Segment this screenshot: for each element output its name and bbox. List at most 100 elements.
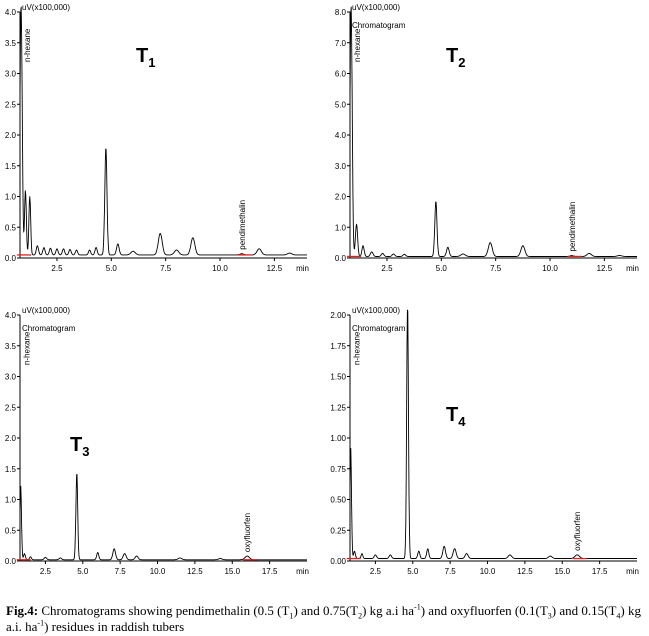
caption-label: Fig.4: — [6, 603, 39, 618]
y-tick-label: 0.0 — [5, 254, 17, 263]
chromatogram-svg: 0.00 0.25 0.50 0.75 1.00 1.25 1.50 1.75 2.00 2.5 5… — [330, 306, 639, 576]
treatment-letter: T — [446, 404, 458, 426]
chromatogram-label: Chromatogram — [352, 324, 406, 333]
peak-label: oxyfluorfen — [243, 513, 252, 552]
treatment-label: T2 — [446, 45, 465, 70]
y-axis-unit: uV(x100,000) — [22, 3, 70, 12]
peak-label: n-hexane — [23, 331, 32, 365]
y-tick-label: 3.0 — [5, 70, 17, 79]
caption-text-6: ) kg a.i. ha — [6, 603, 642, 634]
treatment-letter: T — [136, 45, 148, 67]
caption-text-1: Chromatograms showing pendimethalin (0.5… — [38, 603, 290, 618]
peak-label: pendimethalin — [568, 202, 577, 252]
x-tick-label: 7.5 — [115, 567, 127, 576]
x-tick-label: 10.0 — [542, 264, 558, 273]
y-tick-label: 1.00 — [330, 434, 346, 443]
treatment-label: T1 — [136, 45, 155, 70]
peak-label: n-hexane — [353, 28, 362, 62]
x-tick-label: 2.5 — [40, 567, 52, 576]
y-tick-label: 8.0 — [335, 8, 347, 17]
x-tick-label: 15.0 — [554, 567, 570, 576]
treatment-subscript: 4 — [458, 414, 466, 429]
y-tick-label: 1.5 — [5, 162, 17, 171]
chromatogram-label: Chromatogram — [22, 324, 76, 333]
chromatogram-trace — [19, 473, 308, 561]
y-tick-label: 1.25 — [330, 403, 346, 412]
y-tick-label: 2.0 — [335, 193, 347, 202]
x-tick-label: 12.5 — [267, 264, 283, 273]
x-tick-label: 7.5 — [490, 264, 502, 273]
caption-text-2: ) and 0.75(T — [293, 603, 359, 618]
x-tick-label: 15.0 — [224, 567, 240, 576]
y-tick-label: 2.5 — [5, 100, 17, 109]
y-tick-label: 3.0 — [335, 162, 347, 171]
y-tick-label: 0.5 — [5, 526, 17, 535]
treatment-label: T3 — [70, 434, 89, 459]
y-tick-label: 0.5 — [5, 223, 17, 232]
y-tick-label: 4.0 — [335, 131, 347, 140]
y-tick-label: 0.0 — [5, 557, 17, 566]
x-tick-label: 7.5 — [160, 264, 172, 273]
chromatogram-label: Chromatogram — [352, 21, 406, 30]
chromatogram-svg: 0.0 0.5 1.0 1.5 2.0 2.5 3.0 3.5 4.0 2.5 5.0 7.5 10.0… — [5, 3, 309, 273]
x-axis-unit: min — [626, 567, 639, 576]
x-axis-unit: min — [296, 264, 309, 273]
x-tick-label: 5.0 — [106, 264, 118, 273]
treatment-letter: T — [70, 434, 82, 456]
y-tick-label: 1.0 — [5, 496, 17, 505]
treatment-letter: T — [446, 45, 458, 67]
y-tick-label: 0.0 — [335, 254, 347, 263]
y-tick-label: 3.0 — [5, 373, 17, 382]
y-tick-label: 2.5 — [5, 403, 17, 412]
chromatogram-svg: 0.0 0.5 1.0 1.5 2.0 2.5 3.0 3.5 4.0 2.5 5.0 7.5 10.0… — [5, 306, 309, 576]
chromatogram-panel-t2: 0.0 1.0 2.0 3.0 4.0 5.0 6.0 7.0 8.0 2.5 5.0 7.5 10.0… — [330, 0, 649, 300]
y-tick-label: 0.25 — [330, 526, 346, 535]
caption-sup-2: -1 — [37, 618, 45, 628]
x-tick-label: 17.5 — [592, 567, 608, 576]
chromatogram-trace — [19, 6, 308, 256]
y-axis-unit: uV(x100,000) — [352, 306, 400, 315]
treatment-subscript: 3 — [82, 444, 89, 459]
x-tick-label: 7.5 — [445, 567, 457, 576]
x-tick-label: 5.0 — [436, 264, 448, 273]
treatment-label: T4 — [446, 404, 466, 429]
peak-label: n-hexane — [353, 331, 362, 365]
chromatogram-panel-t3: 0.0 0.5 1.0 1.5 2.0 2.5 3.0 3.5 4.0 2.5 5.0 7.5 10.0… — [0, 303, 319, 603]
y-tick-label: 1.50 — [330, 373, 346, 382]
y-tick-label: 2.00 — [330, 311, 346, 320]
chromatogram-svg: 0.0 1.0 2.0 3.0 4.0 5.0 6.0 7.0 8.0 2.5 5.0 7.5 10.0… — [335, 3, 639, 273]
treatment-subscript: 1 — [148, 55, 155, 70]
x-axis-unit: min — [626, 264, 639, 273]
caption-sub-4: 4 — [616, 611, 621, 621]
y-tick-label: 1.0 — [5, 193, 17, 202]
x-tick-label: 10.0 — [150, 567, 166, 576]
y-tick-label: 0.75 — [330, 465, 346, 474]
x-tick-label: 17.5 — [262, 567, 278, 576]
chromatogram-panel-t4: 0.00 0.25 0.50 0.75 1.00 1.25 1.50 1.75 2.00 2.5 5… — [330, 303, 649, 603]
x-tick-label: 5.0 — [77, 567, 89, 576]
y-tick-label: 1.0 — [335, 223, 347, 232]
x-tick-label: 12.5 — [517, 567, 533, 576]
y-tick-label: 2.0 — [5, 131, 17, 140]
y-tick-label: 0.50 — [330, 496, 346, 505]
y-tick-label: 2.0 — [5, 434, 17, 443]
treatment-subscript: 2 — [458, 55, 465, 70]
y-tick-label: 1.5 — [5, 465, 17, 474]
peak-label: oxyfluorfen — [573, 512, 582, 551]
y-tick-label: 4.0 — [5, 8, 17, 17]
caption-sub-1: 1 — [289, 611, 294, 621]
x-tick-label: 2.5 — [51, 264, 63, 273]
caption-text-3: ) kg a.i ha — [362, 603, 415, 618]
x-tick-label: 12.5 — [187, 567, 203, 576]
caption-text-5: ) and 0.15(T — [551, 603, 617, 618]
x-axis-unit: min — [296, 567, 309, 576]
caption-text-7: ) residues in raddish tubers — [44, 619, 185, 634]
x-tick-label: 12.5 — [597, 264, 613, 273]
y-tick-label: 6.0 — [335, 70, 347, 79]
x-tick-label: 10.0 — [480, 567, 496, 576]
y-tick-label: 7.0 — [335, 39, 347, 48]
y-axis-unit: uV(x100,000) — [352, 3, 400, 12]
y-tick-label: 4.0 — [5, 311, 17, 320]
x-tick-label: 10.0 — [212, 264, 228, 273]
peak-label: n-hexane — [23, 28, 32, 62]
